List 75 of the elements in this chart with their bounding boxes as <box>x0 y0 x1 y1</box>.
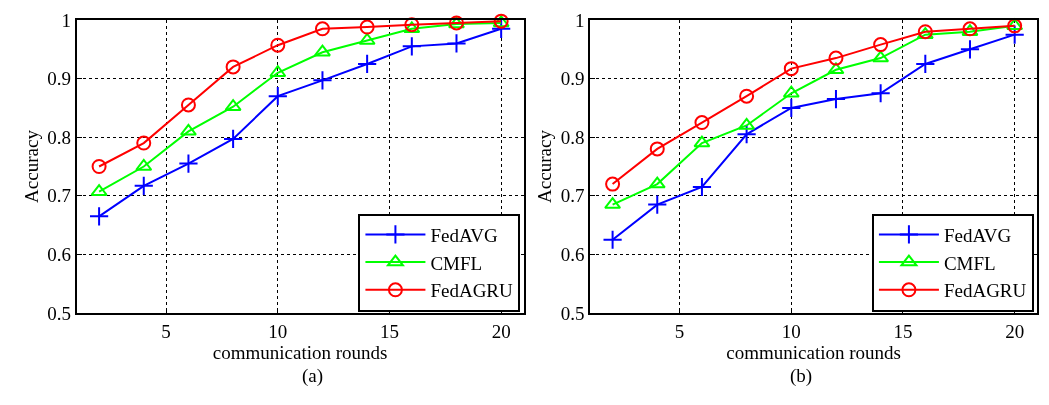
x-axis-title: communication rounds <box>212 341 388 363</box>
legend-label: CMFL <box>943 252 996 274</box>
point <box>491 18 512 39</box>
point <box>1004 24 1025 45</box>
point <box>270 37 286 53</box>
x-tick-label: 15 <box>379 320 399 342</box>
point <box>357 53 378 75</box>
point <box>649 141 665 157</box>
point <box>870 83 891 104</box>
y-tick-label: 1 <box>61 9 71 31</box>
point <box>647 194 668 215</box>
y-tick-label: 0.9 <box>47 68 71 90</box>
point <box>828 50 844 66</box>
legend-label: FedAVG <box>943 224 1012 246</box>
y-tick-label: 0.8 <box>47 126 71 148</box>
y-axis-title: Accuracy <box>534 129 556 203</box>
point <box>739 88 755 104</box>
y-tick-label: 0.7 <box>47 185 71 207</box>
point <box>180 97 196 113</box>
point <box>225 59 241 75</box>
point <box>314 21 330 37</box>
point <box>781 97 802 118</box>
x-axis-title: communication rounds <box>726 341 901 363</box>
y-tick-label: 0.6 <box>560 244 585 266</box>
point <box>179 123 197 136</box>
point <box>648 176 666 189</box>
point <box>605 176 621 192</box>
point <box>782 85 800 98</box>
text: (a) <box>302 365 324 387</box>
y-tick-label: 1 <box>574 9 585 31</box>
point <box>88 206 110 227</box>
x-tick-label: 15 <box>893 320 913 342</box>
y-tick-label: 0.6 <box>47 244 71 266</box>
y-tick-label: 0.7 <box>560 185 585 207</box>
point <box>313 44 331 57</box>
point <box>691 176 713 198</box>
point <box>602 229 623 250</box>
x-tick-label: 10 <box>781 320 801 342</box>
point <box>959 39 981 60</box>
y-tick-label: 0.9 <box>560 68 585 90</box>
point <box>446 33 467 54</box>
point <box>738 117 756 130</box>
point <box>359 19 375 35</box>
point <box>736 124 757 145</box>
point <box>783 61 799 77</box>
legend-label: FedAVG <box>430 224 498 246</box>
point <box>133 175 154 196</box>
point <box>178 153 199 174</box>
legend-label: FedAGRU <box>943 280 1027 302</box>
legend-label: FedAGRU <box>430 280 514 302</box>
x-tick-label: 5 <box>161 320 171 342</box>
x-tick-label: 5 <box>674 320 685 342</box>
x-tick-label: 20 <box>491 320 511 342</box>
point <box>873 37 889 53</box>
point <box>223 128 244 150</box>
legend-label: CMFL <box>430 252 483 274</box>
point <box>694 115 710 131</box>
point <box>825 89 847 110</box>
text: (b) <box>790 365 813 387</box>
point <box>827 62 845 75</box>
point <box>312 70 333 91</box>
y-tick-label: 0.8 <box>560 126 585 148</box>
x-tick-label: 10 <box>268 320 288 342</box>
point <box>91 159 107 174</box>
point <box>136 135 152 151</box>
y-axis-title: Accuracy <box>20 129 42 203</box>
point <box>693 135 711 148</box>
y-tick-label: 0.5 <box>47 302 71 324</box>
point <box>872 50 890 63</box>
point <box>267 86 288 107</box>
point <box>401 36 422 57</box>
point <box>403 21 421 34</box>
x-tick-label: 20 <box>1005 320 1025 342</box>
point <box>915 53 936 75</box>
y-tick-label: 0.5 <box>560 302 585 324</box>
